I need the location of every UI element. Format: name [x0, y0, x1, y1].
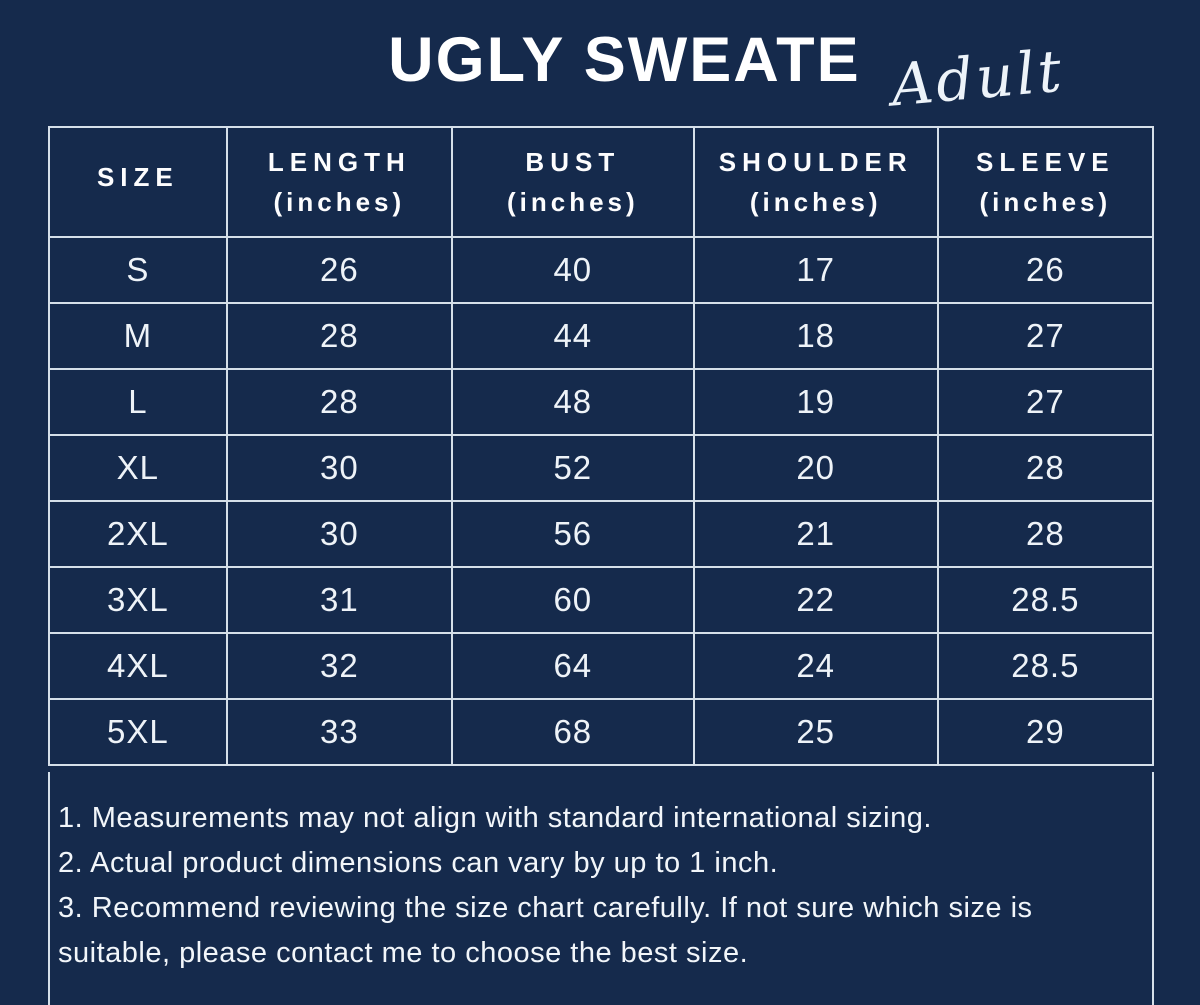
table-header: SIZE LENGTH (inches) BUST (inches) SHOULDE…: [48, 126, 1155, 238]
page-title: UGLY SWEATE: [388, 25, 861, 95]
cell-sleeve: 28: [936, 434, 1155, 502]
cell-size: 4XL: [48, 632, 228, 700]
cell-size: 2XL: [48, 500, 228, 568]
cell-size: 5XL: [48, 698, 228, 766]
cell-length: 30: [225, 500, 453, 568]
cell-shoulder: 21: [692, 500, 939, 568]
col-header-length: LENGTH (inches): [225, 126, 453, 238]
cell-length: 28: [225, 368, 453, 436]
cell-size: M: [48, 302, 228, 370]
col-header-label: LENGTH: [267, 146, 411, 177]
col-header-label: SLEEVE: [976, 146, 1115, 177]
cell-shoulder: 22: [692, 566, 939, 634]
note-1: 1. Measurements may not align with stand…: [58, 802, 932, 834]
cell-length: 26: [225, 236, 453, 304]
table-row-l: L 28 48 19 27: [48, 368, 1155, 436]
cell-shoulder: 19: [692, 368, 939, 436]
table-row-s: S 26 40 17 26: [48, 236, 1155, 304]
col-header-sub: (inches): [273, 186, 406, 217]
col-header-label: BUST: [525, 146, 621, 177]
table-row-m: M 28 44 18 27: [48, 302, 1155, 370]
table-body: S 26 40 17 26 M 28 44 18 27 L 28 48 19 2…: [48, 236, 1155, 766]
note-2: 2. Actual product dimensions can vary by…: [58, 847, 779, 879]
footer-notes: 1. Measurements may not align with stand…: [48, 772, 1154, 1005]
cell-bust: 44: [450, 302, 695, 370]
cell-length: 33: [225, 698, 453, 766]
cell-sleeve: 26: [936, 236, 1155, 304]
cell-bust: 52: [450, 434, 695, 502]
cell-shoulder: 24: [692, 632, 939, 700]
col-header-sub: (inches): [749, 186, 882, 217]
cell-shoulder: 17: [692, 236, 939, 304]
cell-size: XL: [48, 434, 228, 502]
table-header-row: SIZE LENGTH (inches) BUST (inches) SHOULDE…: [48, 126, 1155, 238]
cell-bust: 64: [450, 632, 695, 700]
cell-sleeve: 27: [936, 368, 1155, 436]
cell-sleeve: 28.5: [936, 632, 1155, 700]
cell-sleeve: 28: [936, 500, 1155, 568]
cell-sleeve: 28.5: [936, 566, 1155, 634]
note-3: 3. Recommend reviewing the size chart ca…: [58, 892, 1033, 969]
table-row-xl: XL 30 52 20 28: [48, 434, 1155, 502]
col-header-sub: (inches): [979, 186, 1112, 217]
cell-length: 28: [225, 302, 453, 370]
col-header-label: SHOULDER: [718, 146, 913, 177]
table-row-3xl: 3XL 31 60 22 28.5: [48, 566, 1155, 634]
col-header-shoulder: SHOULDER (inches): [692, 126, 939, 238]
cell-length: 31: [225, 566, 453, 634]
page-header: UGLY SWEATE Adult: [0, 24, 1200, 119]
cell-size: S: [48, 236, 228, 304]
cell-size: L: [48, 368, 228, 436]
cell-bust: 60: [450, 566, 695, 634]
cell-sleeve: 29: [936, 698, 1155, 766]
col-header-size: SIZE: [48, 126, 228, 238]
col-header-bust: BUST (inches): [450, 126, 695, 238]
cell-bust: 56: [450, 500, 695, 568]
table-row-4xl: 4XL 32 64 24 28.5: [48, 632, 1155, 700]
page-title-script: Adult: [887, 36, 1067, 120]
cell-shoulder: 18: [692, 302, 939, 370]
cell-bust: 68: [450, 698, 695, 766]
col-header-sleeve: SLEEVE (inches): [936, 126, 1155, 238]
col-header-sub: (inches): [506, 186, 639, 217]
cell-bust: 48: [450, 368, 695, 436]
col-header-label: SIZE: [96, 162, 179, 192]
cell-shoulder: 25: [692, 698, 939, 766]
table-row-2xl: 2XL 30 56 21 28: [48, 500, 1155, 568]
cell-bust: 40: [450, 236, 695, 304]
cell-length: 32: [225, 632, 453, 700]
size-chart-table: SIZE LENGTH (inches) BUST (inches) SHOULDE…: [48, 126, 1155, 766]
table-row-5xl: 5XL 33 68 25 29: [48, 698, 1155, 766]
cell-sleeve: 27: [936, 302, 1155, 370]
cell-size: 3XL: [48, 566, 228, 634]
cell-length: 30: [225, 434, 453, 502]
cell-shoulder: 20: [692, 434, 939, 502]
